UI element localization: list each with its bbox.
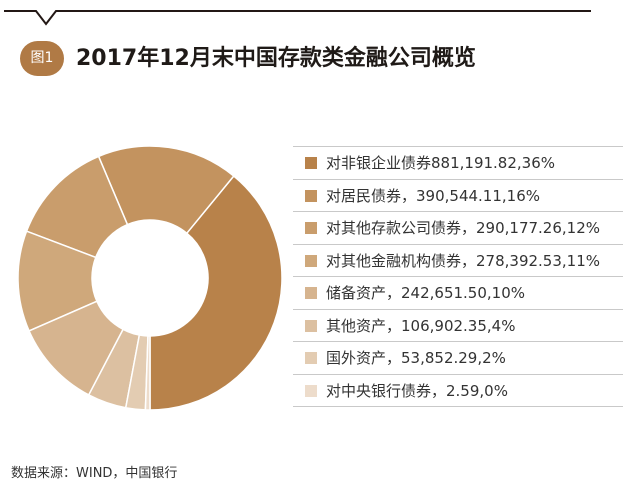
legend-swatch bbox=[305, 189, 317, 202]
legend-label: 对居民债券，390,544.11,16% bbox=[326, 186, 540, 205]
legend-label: 对中央银行债券，2.59,0% bbox=[326, 381, 508, 400]
legend-item: 对居民债券，390,544.11,16% bbox=[293, 180, 623, 212]
donut-slices bbox=[17, 145, 283, 411]
legend-item: 国外资产，53,852.29,2% bbox=[293, 342, 623, 375]
legend-label: 其他资产，106,902.35,4% bbox=[326, 316, 516, 335]
legend-swatch bbox=[305, 222, 317, 234]
donut-chart bbox=[17, 145, 283, 411]
legend-label: 国外资产，53,852.29,2% bbox=[326, 349, 506, 367]
legend-label: 对其他存款公司债券，290,177.26,12% bbox=[326, 219, 600, 237]
legend-item: 对其他存款公司债券，290,177.26,12% bbox=[293, 212, 623, 245]
legend-item: 对其他金融机构债券，278,392.53,11% bbox=[293, 245, 623, 277]
legend-swatch bbox=[305, 352, 317, 364]
legend-swatch bbox=[305, 384, 317, 397]
donut-slice-2 bbox=[97, 145, 235, 235]
legend-item: 对中央银行债券，2.59,0% bbox=[293, 375, 623, 407]
legend-label: 储备资产，242,651.50,10% bbox=[326, 284, 525, 302]
donut-slice-8 bbox=[144, 335, 151, 411]
legend-swatch bbox=[305, 287, 317, 299]
legend-item: 其他资产，106,902.35,4% bbox=[293, 310, 623, 342]
chart-title: 2017年12月末中国存款类金融公司概览 bbox=[76, 46, 476, 71]
legend-label: 对非银企业债券881,191.82,36% bbox=[326, 154, 555, 172]
legend-item: 对非银企业债券881,191.82,36% bbox=[293, 147, 623, 180]
legend-swatch bbox=[305, 157, 317, 169]
legend-swatch bbox=[305, 319, 317, 332]
header-rule bbox=[4, 10, 591, 26]
chart-legend: 对非银企业债券881,191.82,36% 对居民债券，390,544.11,1… bbox=[293, 146, 623, 407]
header-rule-line bbox=[4, 10, 591, 26]
legend-label: 对其他金融机构债券，278,392.53,11% bbox=[326, 251, 600, 270]
source-note: 数据来源：WIND，中国银行 bbox=[11, 466, 178, 481]
legend-item: 储备资产，242,651.50,10% bbox=[293, 277, 623, 310]
figure-badge: 图1 bbox=[20, 41, 64, 76]
donut-slice-1 bbox=[149, 174, 283, 411]
legend-swatch bbox=[305, 254, 317, 267]
